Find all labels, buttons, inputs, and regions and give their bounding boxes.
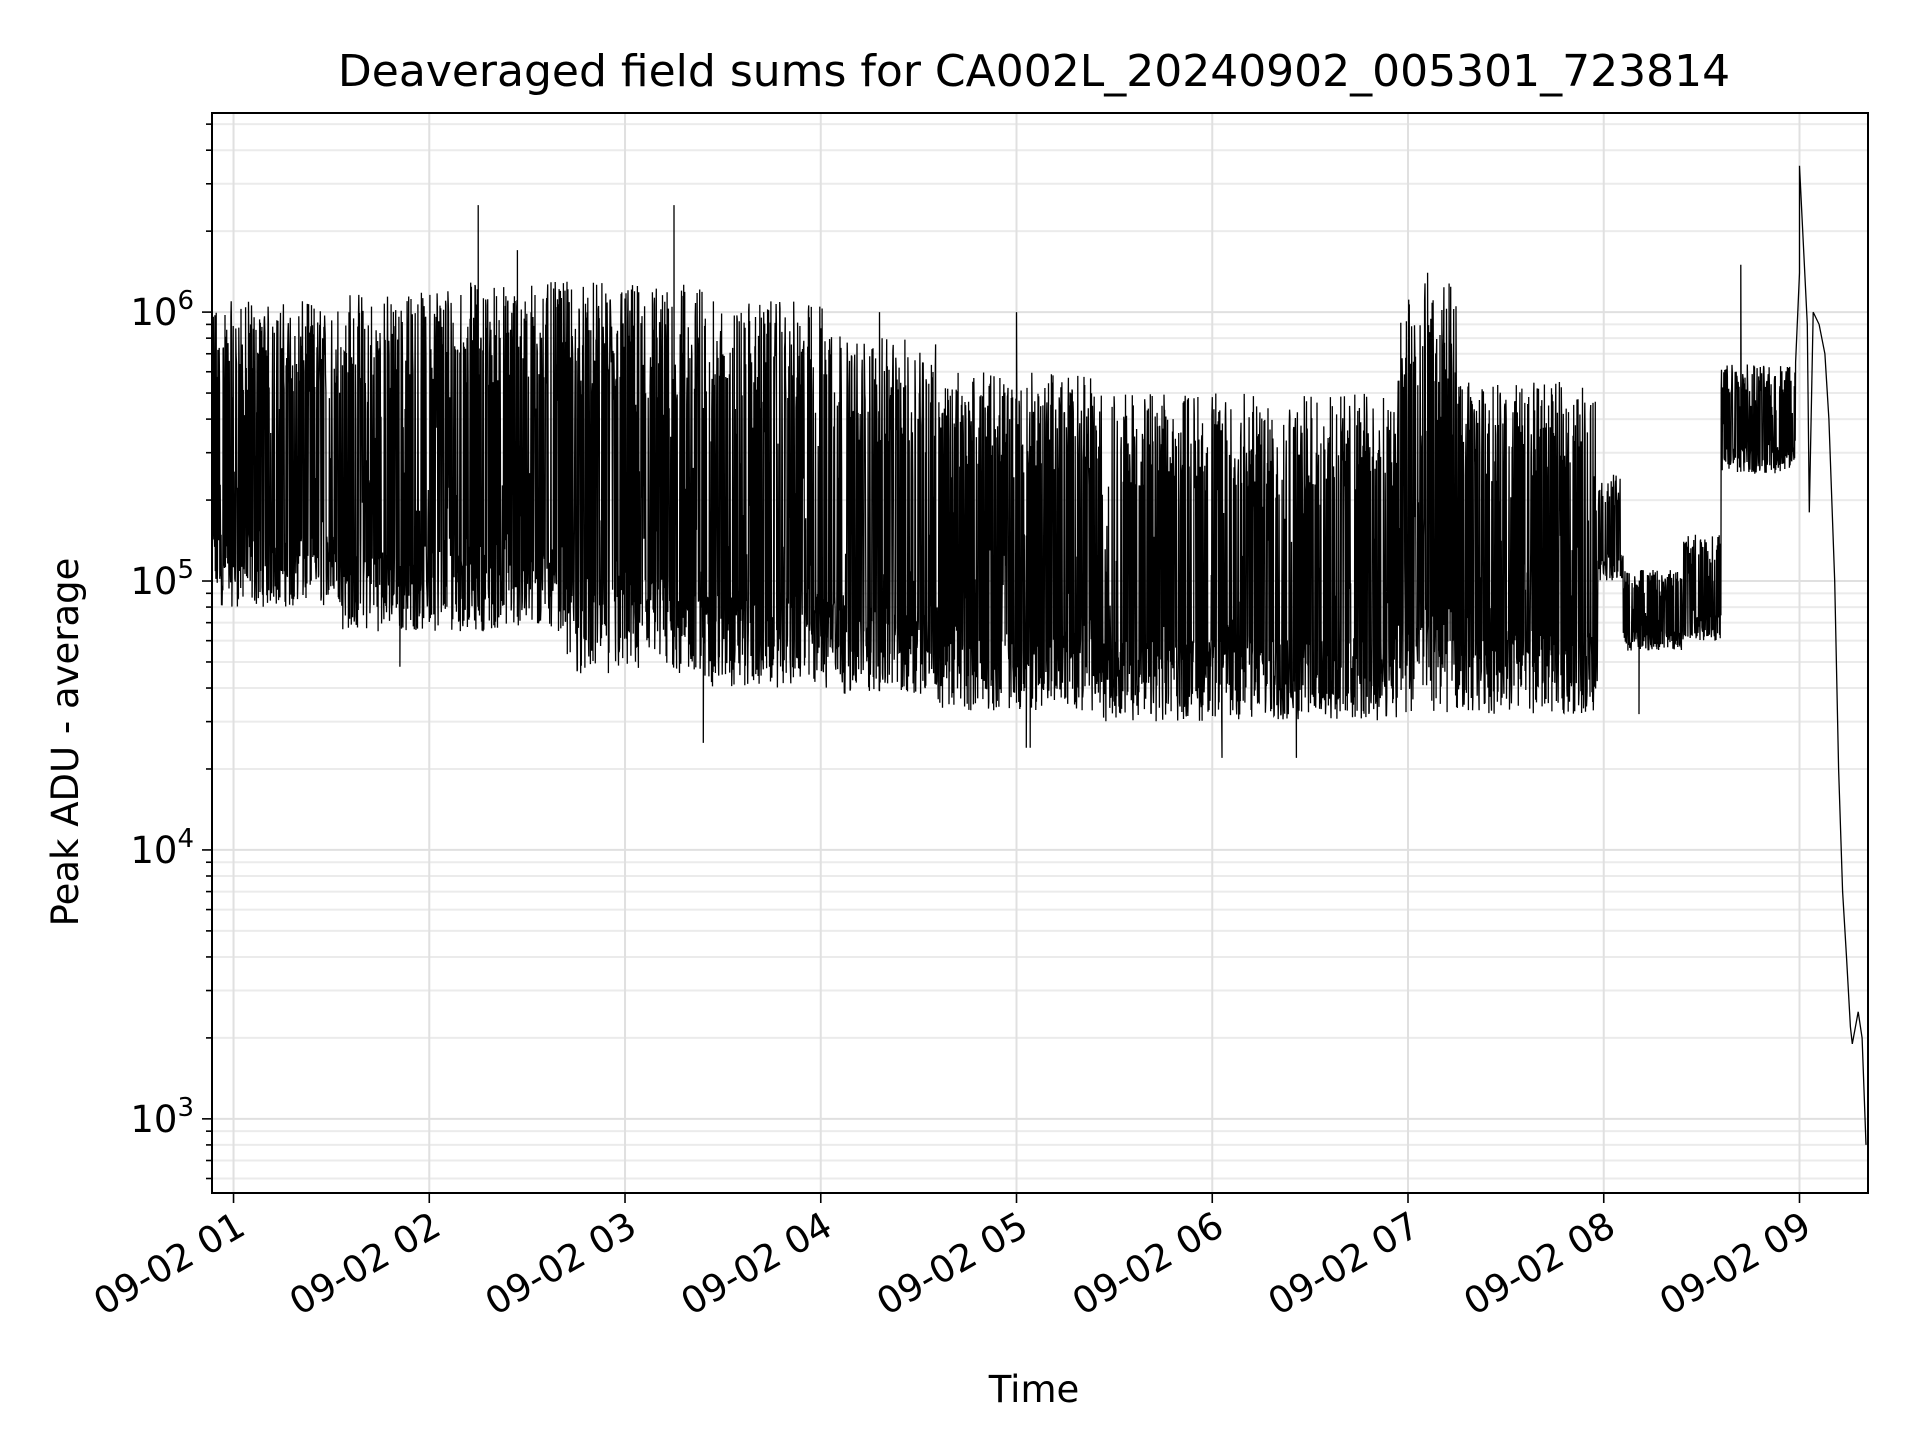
- y-axis: 103 104 105 106: [130, 123, 212, 1180]
- plot-frame: [211, 112, 1869, 1194]
- y-tick-label: 103: [130, 1093, 194, 1141]
- chart-title: Deaveraged field sums for CA002L_2024090…: [338, 46, 1730, 97]
- series-line: [211, 165, 1867, 1145]
- series: [211, 165, 1867, 1145]
- y-tick-label: 104: [130, 824, 194, 872]
- y-axis-label: Peak ADU - average: [44, 558, 87, 927]
- x-axis-label: Time: [988, 1368, 1080, 1411]
- y-tick-label: 105: [130, 555, 194, 603]
- y-tick-label: 106: [130, 286, 194, 334]
